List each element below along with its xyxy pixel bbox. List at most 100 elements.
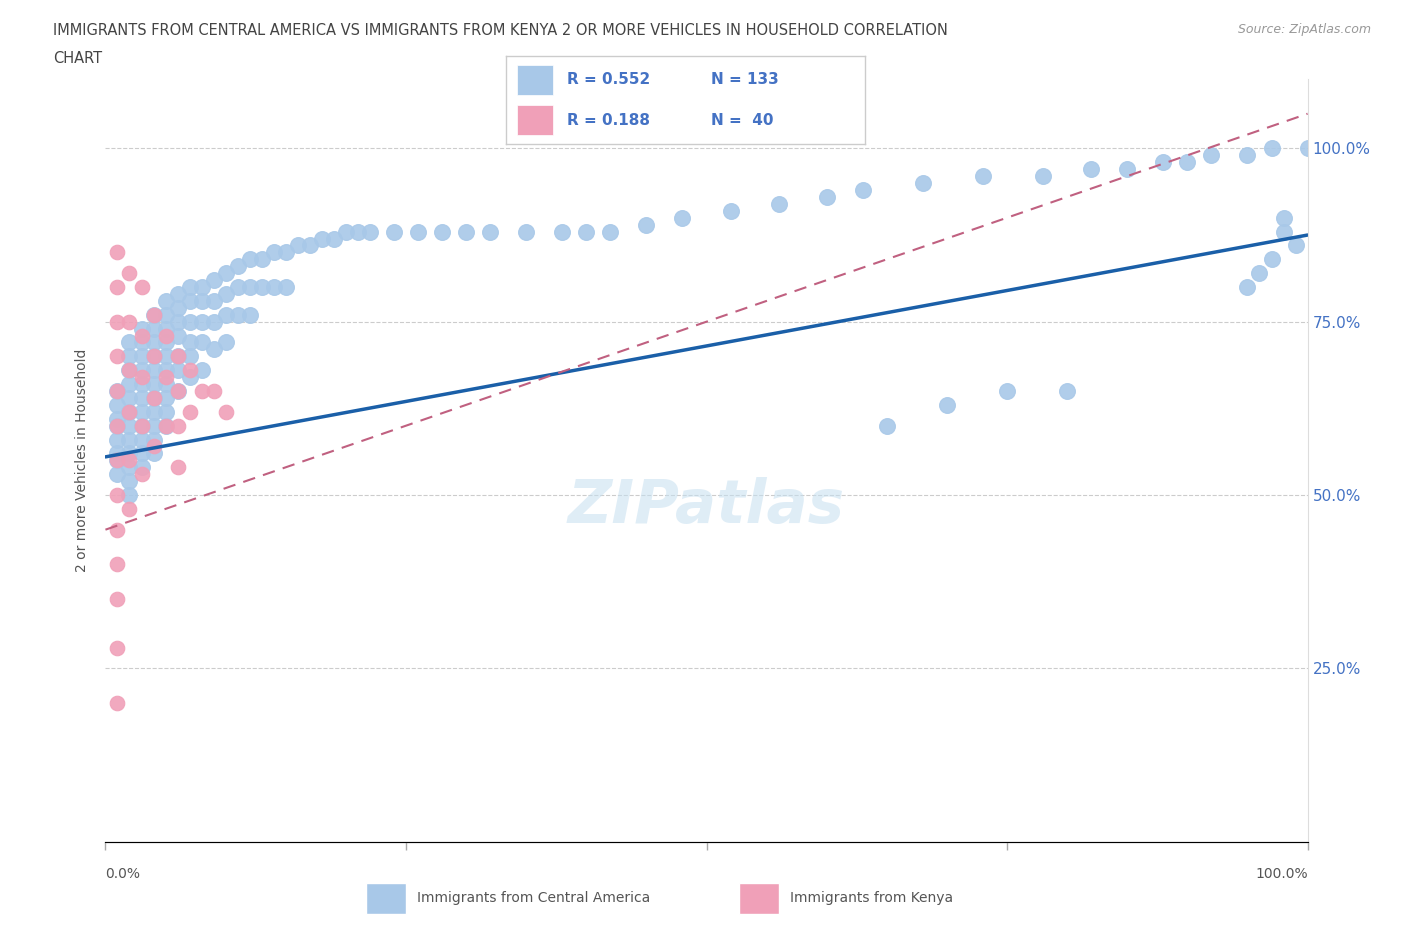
Point [142,349,165,364]
Point [107,487,129,502]
Point [768,196,790,211]
Point [311,231,333,246]
Point [166,286,188,301]
Point [166,363,188,378]
Point [190,363,212,378]
Point [250,252,273,267]
Point [107,453,129,468]
Point [131,446,153,461]
Point [911,176,934,191]
Text: R = 0.188: R = 0.188 [567,113,650,127]
Point [131,418,153,433]
Point [131,349,153,364]
Point [430,224,453,239]
Point [202,314,225,329]
Point [142,321,165,336]
Point [131,328,153,343]
Point [179,405,201,419]
Point [179,370,201,385]
Text: ZIPatlas: ZIPatlas [568,476,845,536]
Point [107,349,129,364]
Point [107,383,129,398]
Point [226,259,249,273]
Point [142,439,165,454]
Point [155,335,177,350]
Text: 0.0%: 0.0% [105,867,141,881]
Point [239,280,262,295]
Point [131,432,153,447]
Point [166,383,188,398]
Point [131,363,153,378]
Point [107,397,129,412]
Point [142,363,165,378]
Point [118,377,141,392]
Point [815,190,838,205]
Point [166,349,188,364]
Point [107,557,129,572]
Point [131,391,153,405]
Text: CHART: CHART [53,51,103,66]
Point [155,328,177,343]
Point [107,280,129,295]
Point [190,294,212,309]
Point [322,231,344,246]
Point [226,307,249,322]
Point [166,459,188,474]
Point [118,349,141,364]
Point [155,363,177,378]
Point [406,224,429,239]
Point [107,696,129,711]
FancyBboxPatch shape [517,105,553,136]
Point [239,307,262,322]
Point [1116,162,1139,177]
Point [142,349,165,364]
FancyBboxPatch shape [366,883,406,914]
Point [142,377,165,392]
Point [142,391,165,405]
Point [995,383,1018,398]
Point [190,280,212,295]
Point [107,418,129,433]
Point [1260,141,1282,156]
Point [107,591,129,606]
Point [166,418,188,433]
Point [190,335,212,350]
Point [1032,168,1054,183]
Point [118,459,141,474]
Point [155,405,177,419]
Point [131,335,153,350]
Point [155,391,177,405]
Point [214,405,236,419]
Point [239,252,262,267]
Point [599,224,621,239]
Point [359,224,381,239]
Point [214,307,236,322]
Point [1236,148,1258,163]
Point [551,224,574,239]
Point [298,238,321,253]
Point [382,224,405,239]
Point [131,377,153,392]
Point [131,280,153,295]
Point [107,314,129,329]
Y-axis label: 2 or more Vehicles in Household: 2 or more Vehicles in Household [76,349,90,572]
Point [166,314,188,329]
Point [107,432,129,447]
Point [214,335,236,350]
Point [118,363,141,378]
Point [155,349,177,364]
Point [107,446,129,461]
Point [142,405,165,419]
Point [107,467,129,482]
Point [118,501,141,516]
Point [118,391,141,405]
Point [274,245,297,259]
Point [972,168,994,183]
Point [118,432,141,447]
Point [166,328,188,343]
Point [131,459,153,474]
Text: R = 0.552: R = 0.552 [567,73,651,87]
Point [118,405,141,419]
Point [202,272,225,287]
Text: Immigrants from Central America: Immigrants from Central America [418,891,651,906]
